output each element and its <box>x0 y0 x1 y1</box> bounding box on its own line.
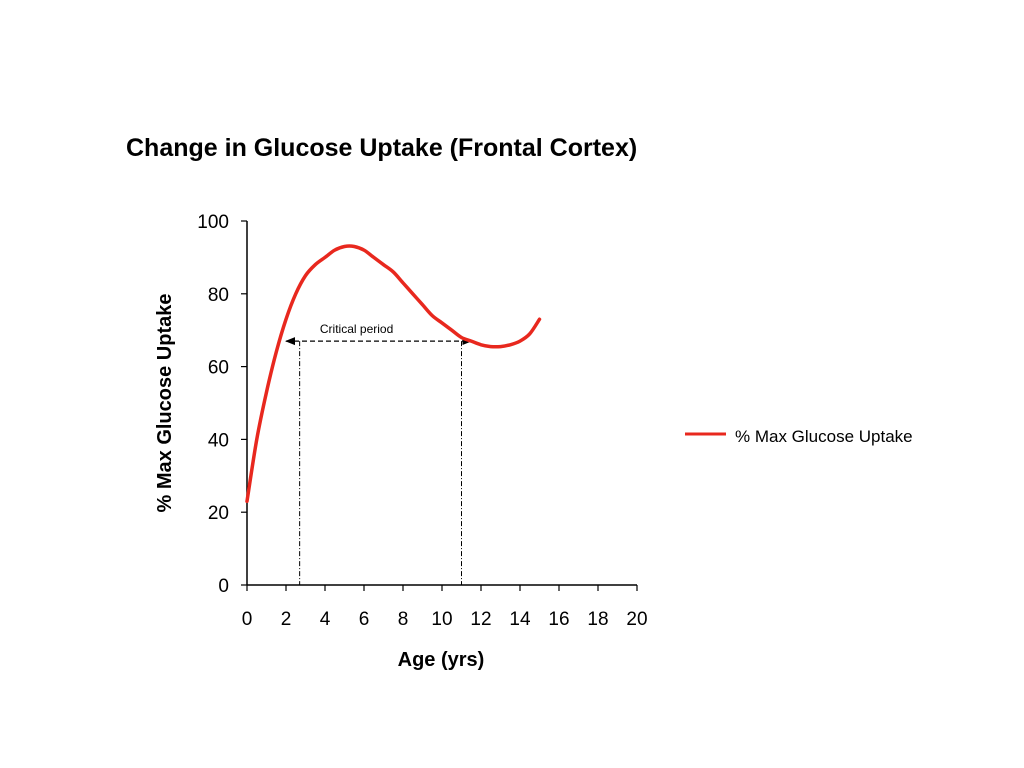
legend: % Max Glucose Uptake <box>685 427 913 446</box>
critical-period-label: Critical period <box>320 322 393 336</box>
chart-title: Change in Glucose Uptake (Frontal Cortex… <box>126 134 637 162</box>
y-tick-label: 80 <box>208 285 229 306</box>
y-tick-label: 20 <box>208 503 229 524</box>
y-tick-label: 40 <box>208 430 229 451</box>
x-tick-label: 2 <box>281 609 292 630</box>
x-tick-label: 16 <box>548 609 569 630</box>
x-tick-label: 18 <box>587 609 608 630</box>
y-axis-label: % Max Glucose Uptake <box>154 294 176 513</box>
axes: 0 20 40 60 80 100 0 2 4 6 8 10 12 14 16 18 20 <box>197 212 647 630</box>
x-tick-label: 4 <box>320 609 331 630</box>
series-line <box>245 244 542 504</box>
x-tick-label: 14 <box>509 609 531 630</box>
plot-area: Critical period <box>245 244 542 585</box>
x-axis-label: Age (yrs) <box>398 649 485 671</box>
legend-label: % Max Glucose Uptake <box>735 427 913 446</box>
x-tick-label: 0 <box>242 609 253 630</box>
x-tick-label: 20 <box>626 609 647 630</box>
y-tick-label: 0 <box>218 576 229 597</box>
x-tick-label: 12 <box>470 609 491 630</box>
x-tick-label: 10 <box>431 609 452 630</box>
y-tick-label: 60 <box>208 358 229 379</box>
y-tick-label: 100 <box>197 212 229 233</box>
x-tick-label: 8 <box>398 609 409 630</box>
x-tick-label: 6 <box>359 609 370 630</box>
